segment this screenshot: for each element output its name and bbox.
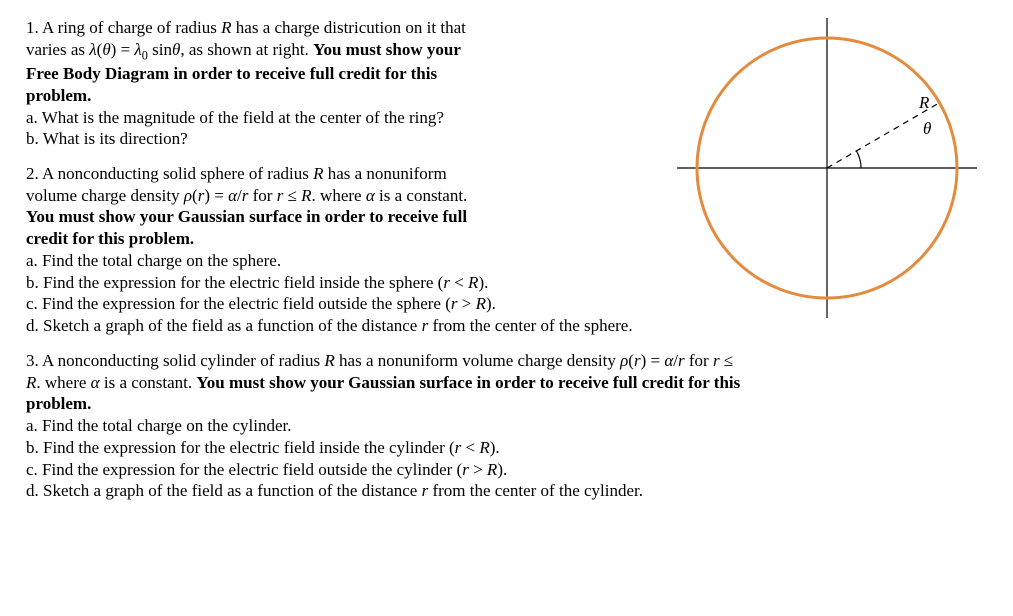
var-r: r xyxy=(634,351,641,370)
text: for xyxy=(248,186,276,205)
var-r: r xyxy=(462,460,469,479)
var-R: R xyxy=(221,18,231,37)
text: ) = xyxy=(641,351,665,370)
text: varies as xyxy=(26,40,89,59)
p3-part-d: d. Sketch a graph of the field as a func… xyxy=(26,481,987,502)
text: ). xyxy=(486,294,496,313)
label-theta: θ xyxy=(923,119,931,138)
ring-diagram: Rθ xyxy=(677,18,977,318)
text: 3. A nonconducting solid cylinder of rad… xyxy=(26,351,324,370)
p3-line3: problem. xyxy=(26,394,987,415)
var-lambda: λ xyxy=(134,40,141,59)
p2-part-b: b. Find the expression for the electric … xyxy=(26,273,659,294)
bold-text: You must show your xyxy=(313,40,461,59)
text: ≤ xyxy=(283,186,301,205)
text: ). xyxy=(478,273,488,292)
bold-text: You must show your Gaussian surface in o… xyxy=(196,373,740,392)
text: , as shown at right. xyxy=(180,40,313,59)
var-R: R xyxy=(324,351,334,370)
text: d. Sketch a graph of the field as a func… xyxy=(26,316,422,335)
text: from the center of the sphere. xyxy=(428,316,632,335)
label-R: R xyxy=(918,93,930,112)
text: < xyxy=(450,273,468,292)
text: 1. A ring of charge of radius xyxy=(26,18,221,37)
text: 2. A nonconducting solid sphere of radiu… xyxy=(26,164,313,183)
figure-column: Rθ xyxy=(667,18,987,351)
p2-line4: credit for this problem. xyxy=(26,229,659,250)
worksheet-page: 1. A ring of charge of radius R has a ch… xyxy=(0,0,1013,616)
p3-part-b: b. Find the expression for the electric … xyxy=(26,438,987,459)
angle-arc xyxy=(857,151,862,168)
problem-1: 1. A ring of charge of radius R has a ch… xyxy=(26,18,659,150)
p2-line1: 2. A nonconducting solid sphere of radiu… xyxy=(26,164,659,185)
p1-part-b: b. What is its direction? xyxy=(26,129,659,150)
var-R: R xyxy=(26,373,36,392)
var-alpha: α xyxy=(664,351,673,370)
p2-line3: You must show your Gaussian surface in o… xyxy=(26,207,659,228)
p1-part-a: a. What is the magnitude of the field at… xyxy=(26,108,659,129)
text: has a nonuniform xyxy=(323,164,446,183)
p3-line2: R. where α is a constant. You must show … xyxy=(26,373,987,394)
text: b. Find the expression for the electric … xyxy=(26,273,443,292)
text: . where xyxy=(312,186,366,205)
text: has a charge districution on it that xyxy=(232,18,466,37)
var-R: R xyxy=(479,438,489,457)
var-r: r xyxy=(443,273,450,292)
p1-line4: problem. xyxy=(26,86,659,107)
p1-line1: 1. A ring of charge of radius R has a ch… xyxy=(26,18,659,39)
text: volume charge density xyxy=(26,186,184,205)
p2-part-a: a. Find the total charge on the sphere. xyxy=(26,251,659,272)
text: < xyxy=(461,438,479,457)
text: c. Find the expression for the electric … xyxy=(26,460,462,479)
p3-part-a: a. Find the total charge on the cylinder… xyxy=(26,416,987,437)
text: ) = xyxy=(111,40,135,59)
var-theta: θ xyxy=(102,40,110,59)
text: > xyxy=(469,460,487,479)
text: for xyxy=(685,351,713,370)
text: ). xyxy=(497,460,507,479)
text: > xyxy=(457,294,475,313)
p2-part-c: c. Find the expression for the electric … xyxy=(26,294,659,315)
var-alpha: α xyxy=(228,186,237,205)
var-rho: ρ xyxy=(184,186,192,205)
text: ) = xyxy=(204,186,228,205)
text: d. Sketch a graph of the field as a func… xyxy=(26,481,422,500)
text: c. Find the expression for the electric … xyxy=(26,294,451,313)
top-row: 1. A ring of charge of radius R has a ch… xyxy=(26,18,987,351)
text: sin xyxy=(148,40,172,59)
p1-line3: Free Body Diagram in order to receive fu… xyxy=(26,64,659,85)
text: . where xyxy=(36,373,90,392)
p2-line2: volume charge density ρ(r) = α/r for r ≤… xyxy=(26,186,659,207)
p3-part-c: c. Find the expression for the electric … xyxy=(26,460,987,481)
var-lambda: λ xyxy=(89,40,96,59)
p1-line2: varies as λ(θ) = λ0 sinθ, as shown at ri… xyxy=(26,40,659,63)
var-R: R xyxy=(487,460,497,479)
text: is a constant. xyxy=(375,186,468,205)
var-r: r xyxy=(713,351,720,370)
var-R: R xyxy=(313,164,323,183)
text: has a nonuniform volume charge density xyxy=(335,351,620,370)
var-r: r xyxy=(678,351,685,370)
problem-2: 2. A nonconducting solid sphere of radiu… xyxy=(26,164,659,337)
var-R: R xyxy=(476,294,486,313)
text: from the center of the cylinder. xyxy=(428,481,643,500)
p3-line1: 3. A nonconducting solid cylinder of rad… xyxy=(26,351,987,372)
text: is a constant. xyxy=(100,373,197,392)
var-alpha: α xyxy=(91,373,100,392)
text: ). xyxy=(490,438,500,457)
var-alpha: α xyxy=(366,186,375,205)
problem-3: 3. A nonconducting solid cylinder of rad… xyxy=(26,351,987,502)
var-R: R xyxy=(468,273,478,292)
p2-part-d: d. Sketch a graph of the field as a func… xyxy=(26,316,659,337)
var-R: R xyxy=(301,186,311,205)
text: ≤ xyxy=(720,351,734,370)
text: b. Find the expression for the electric … xyxy=(26,438,455,457)
text-column: 1. A ring of charge of radius R has a ch… xyxy=(26,18,667,351)
